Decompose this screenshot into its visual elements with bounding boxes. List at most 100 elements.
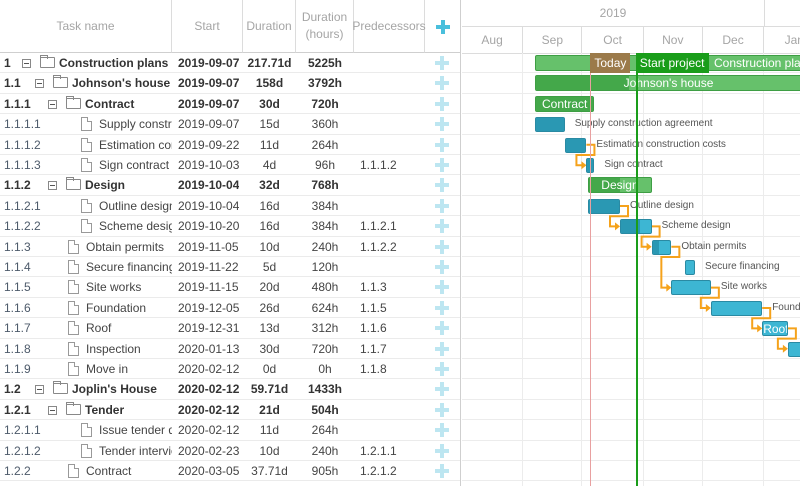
task-name[interactable]: Scheme design	[99, 219, 172, 234]
task-predecessors[interactable]: 1.1.2.1	[360, 219, 397, 234]
task-row[interactable]: 1.1.4 Secure financing 2019-11-22 5d 120h	[0, 257, 460, 278]
add-subtask-icon[interactable]	[435, 280, 449, 295]
task-name[interactable]: Inspection	[86, 341, 141, 356]
task-row[interactable]: 1.1.2.2 Scheme design 2019-10-20 16d 384h 1.1…	[0, 216, 460, 237]
task-bar[interactable]	[787, 341, 800, 357]
task-row[interactable]: 1.2.2 Contract 2020-03-05 37.71d 905h 1.2.1.2	[0, 461, 460, 482]
task-name[interactable]: Foundation	[86, 300, 147, 315]
task-row[interactable]: 1.1.1.1 Supply construction agreement 2019…	[0, 114, 460, 135]
task-bar[interactable]	[710, 300, 763, 316]
dependency-link[interactable]	[640, 225, 661, 248]
collapse-toggle-icon[interactable]	[35, 79, 44, 89]
add-subtask-icon[interactable]	[435, 443, 449, 458]
add-subtask-icon[interactable]	[435, 96, 449, 111]
add-subtask-icon[interactable]	[435, 423, 449, 438]
dependency-link[interactable]	[660, 245, 681, 289]
task-row[interactable]: 1.1.3 Obtain permits 2019-11-05 10d 240h 1.1.…	[0, 237, 460, 257]
task-bar[interactable]	[564, 137, 587, 153]
add-subtask-icon[interactable]	[435, 178, 449, 193]
task-row[interactable]: 1.1.7 Roof 2019-12-31 13d 312h 1.1.6	[0, 318, 460, 339]
task-name[interactable]: Move in	[86, 362, 129, 376]
add-task-icon[interactable]	[436, 20, 450, 34]
task-row[interactable]: 1.2.1 Tender 2020-02-12 21d 504h	[0, 400, 460, 421]
task-name[interactable]: Obtain permits	[86, 239, 165, 254]
task-name[interactable]: Roof	[86, 321, 112, 336]
task-predecessors[interactable]: 1.1.8	[360, 362, 387, 376]
header-predecessors[interactable]: Predecessors	[352, 0, 426, 53]
task-predecessors[interactable]: 1.1.3	[360, 280, 387, 295]
summary-bar[interactable]: Design	[588, 177, 652, 194]
add-subtask-icon[interactable]	[435, 402, 449, 417]
add-subtask-icon[interactable]	[435, 321, 449, 336]
task-name[interactable]: Sign contract	[99, 158, 170, 172]
task-row[interactable]: 1.1 Johnson's house 2019-09-07 158d 3792h	[0, 73, 460, 94]
header-start[interactable]: Start	[172, 0, 243, 53]
add-subtask-icon[interactable]	[435, 464, 449, 478]
task-predecessors[interactable]: 1.1.5	[360, 300, 387, 315]
task-row[interactable]: 1.1.5 Site works 2019-11-15 20d 480h 1.1.3	[0, 277, 460, 298]
task-row[interactable]: 1.1.9 Move in 2020-02-12 0d 0h 1.1.8	[0, 359, 460, 380]
task-row[interactable]: 1.1.1.2 Estimation construction costs 2019…	[0, 135, 460, 155]
task-predecessors[interactable]: 1.1.2.2	[360, 239, 397, 254]
task-name[interactable]: Estimation construction costs	[99, 137, 172, 152]
task-row[interactable]: 1.2 Joplin's House 2020-02-12 59.71d 1433h	[0, 379, 460, 400]
add-subtask-icon[interactable]	[435, 382, 449, 397]
task-row[interactable]: 1.1.1 Contract 2019-09-07 30d 720h	[0, 94, 460, 115]
task-row[interactable]: 1.1.2 Design 2019-10-04 32d 768h	[0, 175, 460, 196]
task-bar[interactable]	[651, 239, 672, 255]
task-row[interactable]: 1.1.6 Foundation 2019-12-05 26d 624h 1.1.5	[0, 298, 460, 319]
task-predecessors[interactable]: 1.2.1.1	[360, 443, 397, 458]
task-name[interactable]: Construction plans	[59, 56, 169, 70]
task-row[interactable]: 1.1.1.3 Sign contract 2019-10-03 4d 96h 1.1.1…	[0, 155, 460, 176]
task-name[interactable]: Contract	[85, 96, 135, 111]
summary-bar[interactable]: Contract	[535, 95, 595, 112]
task-bar[interactable]	[535, 117, 565, 133]
task-row[interactable]: 1.1.2.1 Outline design 2019-10-04 16d 384h	[0, 196, 460, 217]
task-name[interactable]: Contract	[86, 464, 132, 478]
task-bar[interactable]	[588, 198, 620, 214]
task-row[interactable]: 1.2.1.2 Tender interviews 2020-02-23 10d 240…	[0, 441, 460, 461]
task-row[interactable]: 1.1.8 Inspection 2020-01-13 30d 720h 1.1.7	[0, 339, 460, 359]
dependency-link[interactable]	[609, 205, 629, 228]
collapse-toggle-icon[interactable]	[48, 405, 57, 415]
header-duration[interactable]: Duration	[243, 0, 296, 53]
task-predecessors[interactable]: 1.1.7	[360, 341, 387, 356]
collapse-toggle-icon[interactable]	[48, 99, 57, 109]
collapse-toggle-icon[interactable]	[22, 59, 31, 68]
collapse-toggle-icon[interactable]	[35, 385, 44, 395]
task-row[interactable]: 1 Construction plans 2019-09-07 217.71d 5225…	[0, 53, 460, 74]
task-bar[interactable]	[685, 260, 696, 275]
task-name[interactable]: Site works	[86, 280, 142, 295]
task-name[interactable]: Supply construction agreement	[99, 117, 172, 132]
add-subtask-icon[interactable]	[435, 219, 449, 234]
task-bar[interactable]: Roof	[762, 321, 788, 337]
task-name[interactable]: Johnson's house	[72, 76, 171, 91]
add-subtask-icon[interactable]	[435, 198, 449, 213]
task-name[interactable]: Tender interviews	[99, 443, 172, 458]
task-bar[interactable]	[586, 158, 595, 173]
task-name[interactable]: Tender	[85, 402, 125, 417]
task-bar[interactable]	[671, 280, 711, 296]
task-name[interactable]: Design	[85, 178, 126, 193]
add-subtask-icon[interactable]	[435, 239, 449, 254]
add-subtask-icon[interactable]	[435, 362, 449, 376]
task-name[interactable]: Secure financing	[86, 260, 172, 274]
add-subtask-icon[interactable]	[435, 341, 449, 356]
task-name[interactable]: Issue tender documents	[99, 423, 172, 438]
task-predecessors[interactable]: 1.1.1.2	[360, 158, 397, 172]
dependency-link[interactable]	[699, 286, 720, 309]
task-row[interactable]: 1.2.1.1 Issue tender documents 2020-02-12 1…	[0, 420, 460, 441]
add-subtask-icon[interactable]	[435, 117, 449, 132]
summary-bar[interactable]: Johnson's house	[535, 75, 800, 92]
add-subtask-icon[interactable]	[435, 56, 449, 70]
task-name[interactable]: Joplin's House	[72, 382, 157, 397]
task-predecessors[interactable]: 1.2.1.2	[360, 464, 397, 478]
add-subtask-icon[interactable]	[435, 137, 449, 152]
header-task-name[interactable]: Task name	[0, 0, 172, 53]
add-subtask-icon[interactable]	[435, 76, 449, 91]
dependency-link[interactable]	[776, 327, 797, 350]
add-subtask-icon[interactable]	[435, 300, 449, 315]
header-duration-hours[interactable]: Duration (hours)	[296, 0, 354, 53]
dependency-link[interactable]	[751, 307, 772, 330]
dependency-link[interactable]	[575, 143, 596, 167]
